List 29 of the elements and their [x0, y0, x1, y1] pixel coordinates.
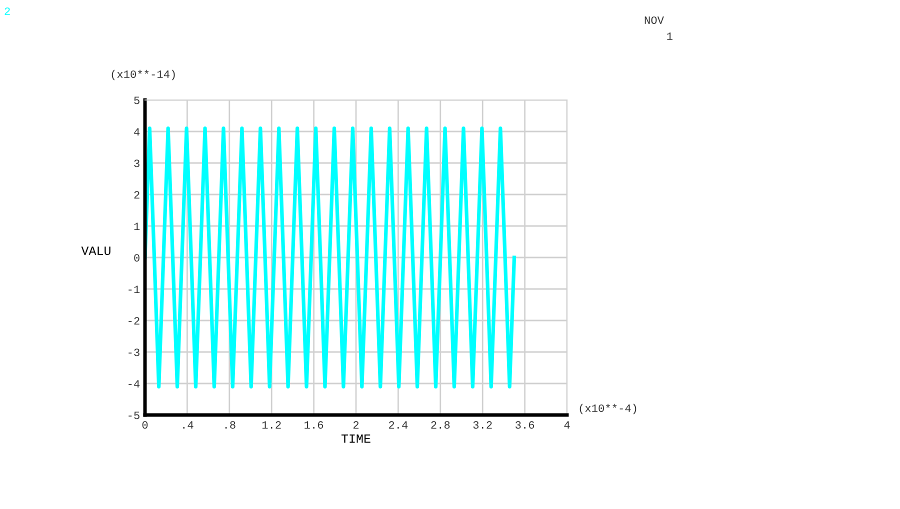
x-tick-label: 1.6 — [304, 421, 324, 429]
y-tick-label: 5 — [134, 96, 140, 104]
text: (x10**-14) — [112, 70, 175, 80]
x-axis-title: TIME — [341, 434, 370, 443]
y-tick-label: -5 — [128, 412, 140, 420]
x-tick-label: 2.4 — [388, 421, 408, 429]
x-tick-label: 2 — [353, 421, 359, 429]
text: NOV — [644, 16, 664, 24]
y-tick-label: -2 — [128, 317, 140, 325]
y-tick-label: 1 — [134, 222, 140, 230]
x-tick-label: 1.2 — [262, 421, 281, 429]
x-tick-label: .4 — [183, 421, 194, 429]
y-axis-title: VALU — [81, 246, 110, 256]
text: 1 — [667, 32, 672, 40]
x-tick-label: 2.8 — [431, 421, 450, 429]
x-tick-label: 3.2 — [473, 421, 492, 429]
y-tick-label: 0 — [134, 254, 140, 262]
y-tick-label: -1 — [128, 286, 140, 294]
x-tick-label: 0 — [142, 421, 148, 429]
y-tick-label: -4 — [128, 380, 140, 388]
x-tick-label: 3.6 — [515, 421, 534, 429]
x-tick-label: 4 — [564, 421, 570, 429]
y-tick-label: -3 — [128, 348, 140, 356]
text: 2 — [4, 7, 10, 15]
x-tick-label: .8 — [225, 421, 236, 429]
y-tick-label: 4 — [134, 128, 140, 136]
y-tick-label: 3 — [134, 160, 140, 168]
y-tick-label: 2 — [134, 191, 140, 199]
text: (x10**-4) — [580, 404, 636, 414]
